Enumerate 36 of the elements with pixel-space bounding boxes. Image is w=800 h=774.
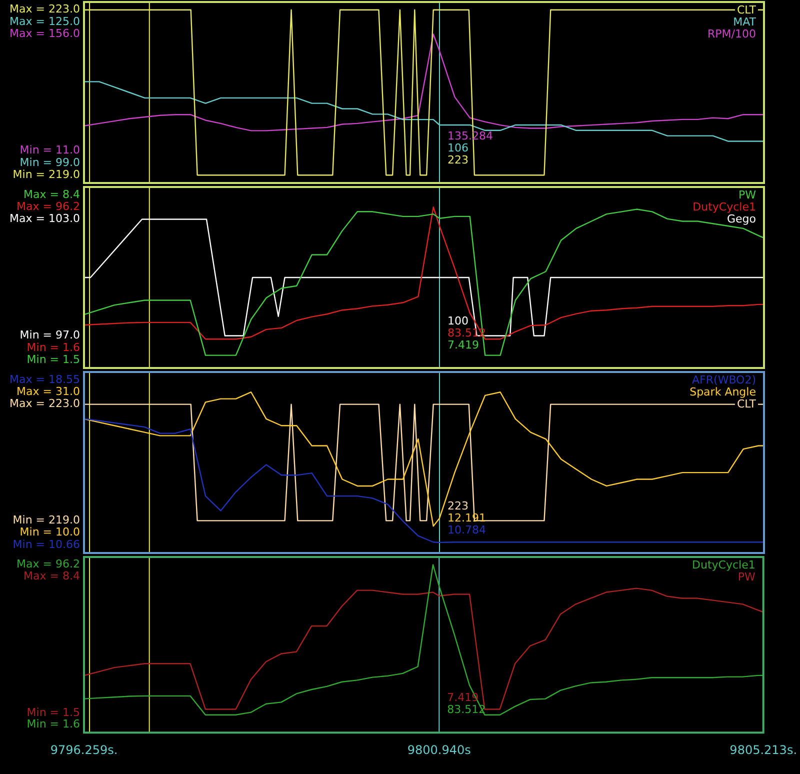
text: RPM/100 — [708, 27, 756, 40]
x-tick-label: 9805.213s. — [730, 742, 797, 757]
annotation: 106 — [447, 141, 468, 154]
annotation: 100 — [447, 314, 468, 328]
y-tick-label: Min = 219.0 — [12, 168, 80, 182]
y2-tick-label: Min = 99.0 — [20, 156, 80, 169]
x-tick-label: 9800.940s — [407, 742, 471, 757]
text: AFR(WBO2) — [692, 373, 756, 386]
y-tick-label: Max = 96.2 — [16, 558, 80, 571]
y2-tick-label: Max = 31.0 — [16, 384, 80, 398]
text: DutyCycle1 — [692, 558, 756, 572]
text: Spark Angle — [690, 385, 756, 398]
y-tick-label: Min = 10.66 — [12, 538, 80, 551]
text: PW — [738, 188, 756, 202]
annotation: 10.784 — [447, 523, 486, 536]
y3-tick-label: Max = 156.0 — [10, 27, 80, 40]
y2-tick-label: Min = 10.0 — [20, 526, 80, 539]
y-tick-label: Min = 1.6 — [26, 718, 80, 731]
text: DutyCycle1 — [692, 200, 756, 214]
y2-tick-label: Max = 125.0 — [10, 14, 80, 28]
y3-tick-label: Min = 97.0 — [20, 328, 80, 342]
y3-tick-label: Max = 103.0 — [10, 212, 80, 226]
y-tick-label: Max = 223.0 — [10, 2, 80, 16]
text: Gego — [726, 212, 756, 226]
y-tick-label: Max = 8.4 — [24, 188, 80, 201]
series-label: PW — [738, 570, 756, 584]
series-label: CLT — [736, 397, 756, 410]
y-tick-label: Max = 18.55 — [10, 372, 80, 386]
annotation: 223 — [447, 153, 468, 166]
y3-tick-label: Min = 11.0 — [20, 144, 80, 157]
y-tick-label: Min = 1.5 — [26, 352, 80, 366]
x-tick-label: 9796.259s. — [50, 742, 118, 757]
series-label: CLT — [736, 3, 756, 16]
annotation: 7.419 — [447, 338, 479, 352]
annotation: 223 — [447, 499, 468, 512]
text: MAT — [733, 15, 756, 28]
